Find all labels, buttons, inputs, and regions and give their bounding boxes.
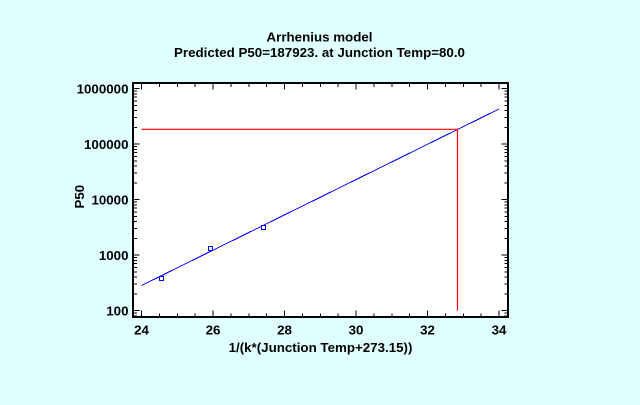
svg-text:32: 32 — [420, 323, 435, 338]
svg-text:34: 34 — [492, 323, 507, 338]
svg-text:P50: P50 — [72, 185, 87, 209]
svg-text:10000: 10000 — [91, 193, 128, 208]
svg-text:28: 28 — [277, 323, 292, 338]
svg-text:Arrhenius model: Arrhenius model — [267, 30, 373, 45]
svg-text:26: 26 — [206, 323, 221, 338]
svg-text:30: 30 — [349, 323, 364, 338]
svg-text:24: 24 — [134, 323, 149, 338]
svg-text:100000: 100000 — [84, 137, 128, 152]
svg-text:1000: 1000 — [99, 248, 129, 263]
svg-text:Predicted P50=187923. at Junct: Predicted P50=187923. at Junction Temp=8… — [174, 45, 465, 60]
svg-text:1000000: 1000000 — [77, 82, 129, 97]
svg-text:1/(k*(Junction Temp+273.15)): 1/(k*(Junction Temp+273.15)) — [229, 340, 413, 355]
svg-text:100: 100 — [106, 304, 128, 319]
